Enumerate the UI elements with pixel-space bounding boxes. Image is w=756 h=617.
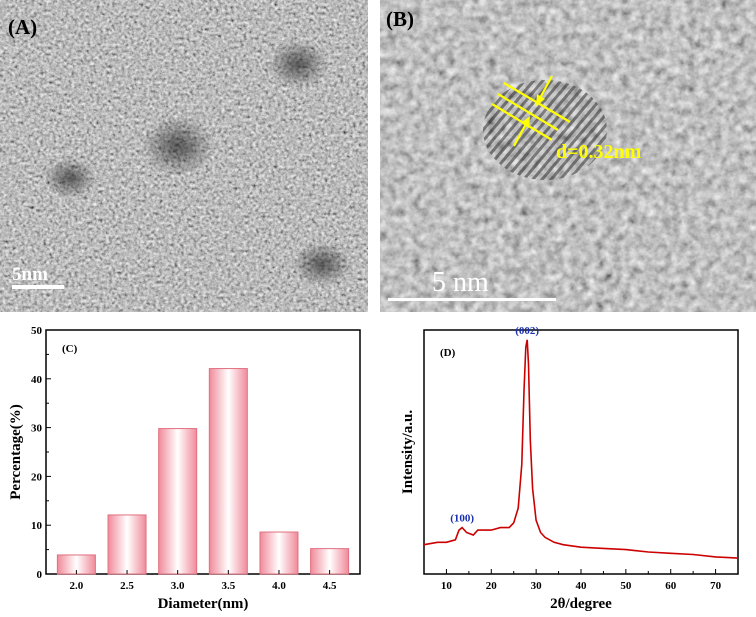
x-tick-label: 70 <box>710 580 722 592</box>
bar <box>259 531 299 575</box>
y-tick-label: 40 <box>31 374 43 386</box>
bar-chart-c: (C) 2.0 2.5 3.0 3.5 4.0 4.5 0 10 20 30 40 50 Diame… <box>0 318 378 612</box>
scale-bar-b <box>388 298 556 301</box>
bar <box>310 548 350 575</box>
x-tick-label: 2.5 <box>120 580 134 592</box>
d-spacing-marker <box>491 75 571 147</box>
x-axis-label-c: Diameter(nm) <box>158 596 249 612</box>
y-tick-label: 20 <box>31 471 43 483</box>
y-axis-label-c: Percentage(%) <box>8 404 24 500</box>
scale-bar-label-a: 5nm <box>12 264 48 285</box>
xrd-series-line <box>423 339 739 559</box>
x-tick-label: 20 <box>486 580 498 592</box>
plot-frame <box>423 329 739 575</box>
xrd-chart-d: (D) 10 20 30 40 50 60 70 (100) (002) 2θ/degree … <box>378 318 756 612</box>
nanoparticle <box>44 158 96 198</box>
lattice-fringes <box>483 80 607 180</box>
plot-frame <box>45 329 361 575</box>
bar <box>107 514 147 575</box>
nanoparticle <box>268 40 328 88</box>
x-tick-label: 4.0 <box>272 580 286 592</box>
x-tick-label: 30 <box>531 580 543 592</box>
d-spacing-label: d=0.32nm <box>556 141 642 163</box>
panel-label-a: (A) <box>8 15 37 39</box>
y-axis-label-d: Intensity/a.u. <box>400 410 416 494</box>
scale-bar-label-b: 5 nm <box>432 267 489 298</box>
y-tick-label: 10 <box>31 520 43 532</box>
hrtem-image-b: (B) d=0.32nm 5 nm <box>380 0 756 312</box>
bar <box>208 368 248 575</box>
tem-image-a: (A) 5nm <box>0 0 368 312</box>
x-tick-label: 10 <box>441 580 453 592</box>
nanoparticle <box>142 116 214 176</box>
nanoparticle <box>292 242 352 286</box>
x-tick-label: 4.5 <box>323 580 337 592</box>
panel-label-c: (C) <box>62 343 78 355</box>
scale-bar-a <box>12 285 64 289</box>
x-axis-label-d: 2θ/degree <box>550 596 612 612</box>
bar <box>158 428 198 575</box>
panel-label-b: (B) <box>386 7 414 31</box>
y-tick-label: 0 <box>37 569 43 581</box>
x-tick-label: 40 <box>576 580 588 592</box>
x-tick-label: 50 <box>620 580 632 592</box>
x-tick-label: 3.0 <box>171 580 185 592</box>
x-tick-label: 2.0 <box>70 580 84 592</box>
y-tick-label: 30 <box>31 423 43 435</box>
x-tick-label: 3.5 <box>221 580 235 592</box>
peak-label: (100) <box>450 513 474 525</box>
peak-label: (002) <box>515 325 539 337</box>
y-tick-label: 50 <box>31 325 43 337</box>
panel-label-d: (D) <box>440 347 456 359</box>
x-tick-label: 60 <box>665 580 677 592</box>
